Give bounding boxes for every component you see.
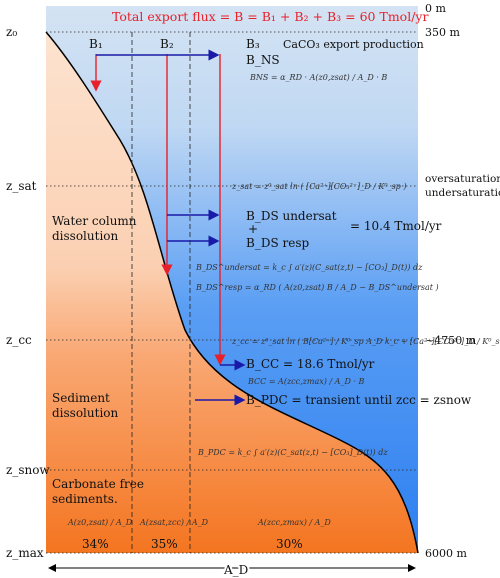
bns-equation: BNS = α_RD · A(z0,zsat) / A_D · B	[249, 73, 387, 82]
bds-undersat-label: B_DS undersat	[246, 209, 337, 223]
zcc-depth-value: ~4750 m	[425, 334, 477, 347]
area-fraction-2-percent: 35%	[151, 537, 178, 551]
area-fraction-1-percent: 34%	[82, 537, 109, 551]
zmax-label: z_max	[6, 546, 44, 560]
b1-label: B₁	[89, 37, 103, 51]
z0-depth-value: 350 m	[425, 26, 460, 39]
water-column-label-1: Water column	[52, 214, 137, 228]
area-fraction-2-label: A(zsat,zcc) / A_D	[139, 518, 209, 527]
export-production-label: CaCO₃ export production	[283, 38, 424, 51]
bds-resp-label: B_DS resp	[246, 236, 309, 250]
sediment-region	[46, 32, 418, 553]
red-flux-arrows	[90, 54, 226, 366]
title-text: Total export flux = B = B₁ + B₂ + B₃ = 6…	[112, 9, 428, 24]
oversaturation-label: oversaturation	[425, 173, 500, 185]
carbonate-free-label-1: Carbonate free	[52, 477, 144, 491]
bpdc-label: B_PDC = transient until zcc = zsnow	[246, 393, 472, 407]
bcc-equation: BCC = A(zcc,zmax) / A_D · B	[247, 377, 364, 386]
zsat-label: z_sat	[6, 179, 37, 193]
water-column-label-2: dissolution	[52, 229, 119, 243]
sediment-label-1: Sediment	[52, 391, 110, 405]
bns-label: B_NS	[246, 53, 280, 67]
bds-value: = 10.4 Tmol/yr	[350, 219, 442, 233]
bds-resp-equation: B_DS^resp = α_RD ( A(z0,zsat) B / A_D − …	[195, 283, 439, 292]
undersaturation-label: undersaturation	[425, 187, 500, 199]
bds-undersat-equation: B_DS^undersat = k_c ∫ a′(z)(C_sat(z,t) −…	[195, 263, 423, 272]
hypsometric-curve	[45, 31, 419, 554]
zsat-equation: z_sat = z⁰_sat ln ( [Ca²⁺][CO₃²⁻]_D / K⁰…	[231, 182, 406, 191]
area-fraction-3-label: A(zcc,zmax) / A_D	[257, 518, 331, 527]
area-partitions	[131, 32, 191, 553]
sediment-label-2: dissolution	[52, 406, 119, 420]
zcc-label: z_cc	[6, 333, 32, 347]
zsnow-label: z_snow	[6, 463, 50, 477]
b2-label: B₂	[160, 37, 174, 51]
area-axis-label: A_D	[223, 563, 248, 577]
surface-depth-label: 0 m	[425, 2, 446, 15]
carbonate-free-label-2: sediments.	[52, 492, 118, 506]
bpdc-equation: B_PDC = k_c ∫ a′(z)(C_sat(z,t) − [CO₃]_D…	[197, 448, 388, 457]
bcc-label: B_CC = 18.6 Tmol/yr	[246, 357, 375, 371]
z0-label: z₀	[6, 25, 17, 39]
zcc-equation: z_cc = z⁰_sat ln ( B[Ca²⁺] / K⁰_sp A_D k…	[231, 337, 500, 346]
area-fraction-1-label: A(z0,zsat) / A_D	[67, 518, 133, 527]
zmax-depth-value: 6000 m	[425, 547, 467, 560]
area-fraction-3-percent: 30%	[276, 537, 303, 551]
blue-flux-arrows	[96, 49, 246, 406]
plus-sign: +	[248, 222, 258, 236]
b3-label: B₃	[246, 37, 260, 51]
